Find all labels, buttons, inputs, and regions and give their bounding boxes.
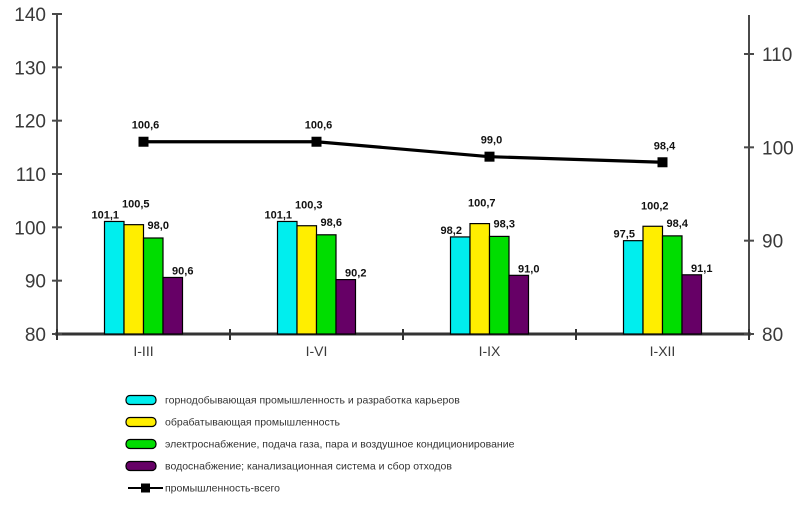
line-value-label: 100,6 [132,120,160,132]
bar-value-label: 98,0 [148,220,169,232]
bar [335,279,357,335]
bar-value-label: 90,2 [345,268,366,280]
bar-value-label: 91,1 [691,263,712,275]
legend-line-marker [141,483,150,493]
line-marker [138,136,149,147]
legend-swatch [125,416,157,428]
bar [296,225,318,335]
bar [276,220,298,335]
bar [508,274,530,335]
bar [661,235,683,335]
legend-label: электроснабжение, подача газа, пара и во… [165,439,515,451]
line-marker [484,151,495,162]
category-label: I-III [133,343,153,359]
line-marker [311,136,322,147]
bar [315,234,337,335]
total-line [143,140,663,164]
left-axis-tick-label: 80 [25,325,46,346]
legend-label: обрабатывающая промышленность [165,417,341,429]
line-value-label: 98,4 [654,140,676,152]
bar [469,223,491,335]
bar [622,240,644,335]
bar [488,235,510,335]
bar [103,220,125,335]
bar-value-label: 91,0 [518,263,539,275]
category-label: I-VI [306,343,328,359]
right-axis-tick-label: 100 [762,138,794,159]
left-axis-tick-label: 100 [14,218,46,239]
left-axis-tick-label: 110 [16,165,46,186]
bar [681,274,703,335]
right-axis-tick-label: 80 [762,325,783,346]
bar-value-label: 98,3 [494,218,515,230]
bar-value-label: 97,5 [614,229,635,241]
bar-value-label: 100,7 [468,198,496,210]
line-value-label: 100,6 [305,120,333,132]
bar-value-label: 98,6 [321,217,342,229]
bar [142,237,164,335]
legend-swatch [125,460,157,472]
right-axis-tick-label: 90 [762,232,783,253]
legend-swatch [125,394,157,406]
bar [642,225,664,335]
bar-value-label: 100,5 [122,199,150,211]
right-axis-tick-label: 110 [762,45,792,66]
legend-label: промышленность-всего [165,483,280,495]
bar [449,236,471,335]
category-label: I-IX [479,343,501,359]
line-value-label: 99,0 [481,135,502,147]
left-axis-tick-label: 140 [14,5,46,26]
left-axis-tick-label: 90 [25,272,46,293]
legend-swatch [125,438,157,450]
legend-label: водоснабжение; канализационная система и… [165,461,452,473]
left-axis-tick-label: 130 [14,58,46,79]
bar-value-label: 98,2 [441,225,462,237]
bar-value-label: 101,1 [91,209,119,221]
category-label: I-XII [650,343,676,359]
left-axis-tick-label: 120 [14,112,46,133]
bar [123,224,145,335]
bar-value-label: 100,3 [295,200,323,212]
legend-label: горнодобывающая промышленность и разрабо… [165,395,460,407]
line-marker [657,157,668,168]
bar-value-label: 100,2 [641,200,669,212]
bar [162,276,184,335]
bar-value-label: 98,4 [667,218,689,230]
bar-value-label: 90,6 [172,265,193,277]
bar-value-label: 101,1 [264,209,292,221]
